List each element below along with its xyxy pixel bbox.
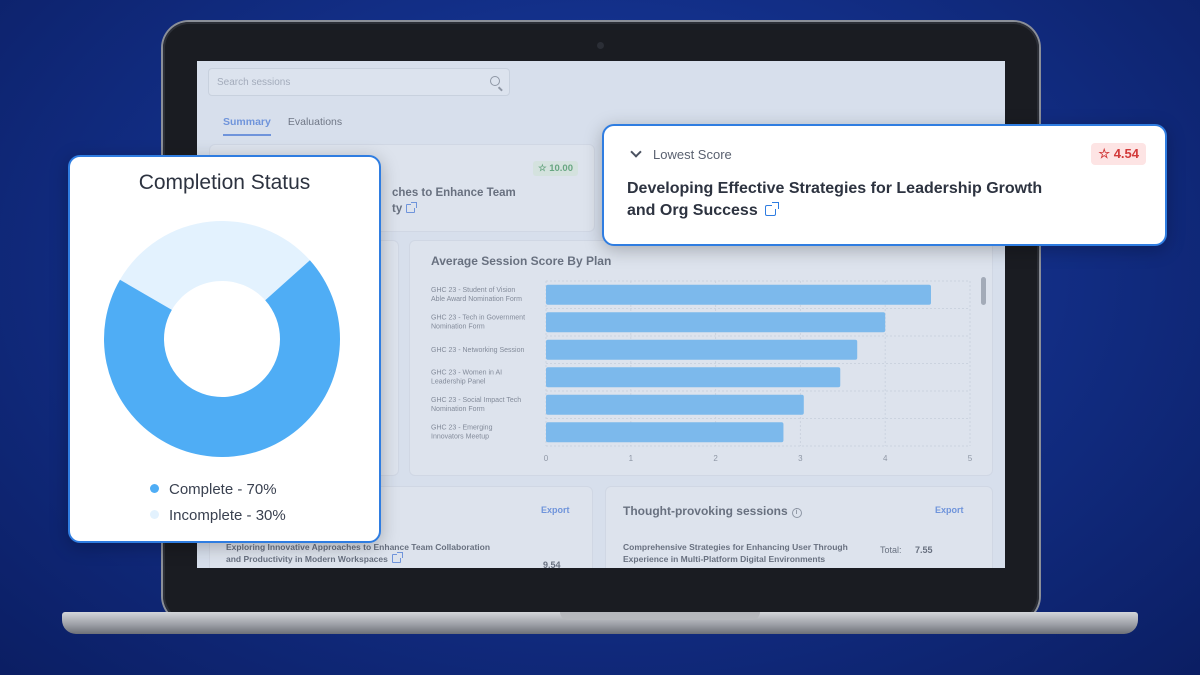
highest-session-title[interactable]: ches to Enhance Team ty	[392, 185, 516, 217]
bar	[546, 312, 886, 333]
external-link-icon[interactable]	[764, 202, 779, 216]
legend-incomplete-label: Incomplete - 30%	[169, 507, 286, 524]
lowest-score-label: Lowest Score	[653, 147, 732, 162]
session-row-right[interactable]: Comprehensive Strategies for Enhancing U…	[623, 541, 848, 565]
completion-title: Completion Status	[138, 171, 311, 194]
bar	[546, 394, 804, 415]
category-label: GHC 23 - Tech in Government Nomination Fo…	[431, 314, 525, 330]
export-button-left[interactable]: Export	[541, 505, 570, 515]
session-row-left[interactable]: Exploring Innovative Approaches to Enhan…	[226, 541, 490, 565]
legend-incomplete: Incomplete - 30%	[150, 503, 286, 529]
laptop-notch	[560, 612, 760, 620]
external-link-icon[interactable]	[406, 202, 418, 213]
export-button-right[interactable]: Export	[935, 505, 964, 515]
total-value: 7.55	[915, 545, 933, 555]
lowest-score-card: Lowest Score ☆ 4.54 Developing Effective…	[602, 124, 1167, 246]
tab-bar: Summary Evaluations	[223, 116, 342, 136]
x-tick-label: 1	[629, 454, 634, 463]
lowest-title-line2: and Org Success	[627, 202, 758, 219]
total-label: Total:	[880, 545, 902, 555]
info-icon[interactable]: i	[791, 508, 802, 518]
session-row-right-line2: Experience in Multi-Platform Digital Env…	[623, 554, 826, 564]
thought-provoking-title: Thought-provoking sessions i	[623, 504, 802, 518]
bar	[546, 367, 841, 388]
thought-provoking-card: Thought-provoking sessions i Export Compr…	[605, 486, 993, 568]
search-placeholder: Search sessions	[217, 77, 291, 88]
search-input[interactable]: Search sessions	[208, 68, 510, 96]
search-icon[interactable]	[490, 76, 500, 86]
lowest-title-line1: Developing Effective Strategies for Lead…	[627, 180, 1043, 197]
x-tick-label: 2	[713, 454, 718, 463]
highest-title-line1: ches to Enhance Team	[392, 187, 516, 199]
completion-status-card: Completion Status Complete - 70% Incompl…	[68, 155, 381, 543]
external-link-icon[interactable]	[391, 552, 403, 563]
category-label: GHC 23 - Women in AI Leadership Panel	[431, 369, 502, 385]
highest-score-value: 10.00	[549, 163, 573, 174]
chart-title: Average Session Score By Plan	[431, 254, 612, 268]
tab-summary[interactable]: Summary	[223, 116, 271, 136]
bar-chart: 0 1 2 3 4 5 GHC 23 - Student of Vision Able Awa…	[431, 280, 973, 463]
legend-complete: Complete - 70%	[150, 477, 286, 503]
category-label: GHC 23 - Emerging Innovators Meetup	[431, 424, 493, 440]
highest-title-line2: ty	[392, 203, 403, 215]
legend-incomplete-dot	[150, 510, 159, 519]
legend-complete-dot	[150, 484, 159, 493]
bar	[546, 284, 931, 305]
donut-slice-incomplete	[119, 221, 310, 310]
session-row-right-line1: Comprehensive Strategies for Enhancing U…	[623, 542, 848, 552]
category-label: GHC 23 - Social Impact Tech Nomination Fo…	[431, 397, 521, 413]
x-tick-label: 5	[968, 454, 973, 463]
donut-slice-complete	[104, 260, 340, 457]
session-row-left-score: 9.54	[543, 560, 561, 568]
category-label: GHC 23 - Networking Session	[431, 347, 524, 354]
chevron-down-icon[interactable]	[630, 146, 642, 158]
x-tick-label: 4	[883, 454, 888, 463]
legend-complete-label: Complete - 70%	[169, 481, 277, 498]
tab-evaluations[interactable]: Evaluations	[287, 116, 343, 128]
lowest-session-title[interactable]: Developing Effective Strategies for Lead…	[627, 178, 1097, 222]
bar	[546, 422, 784, 443]
laptop-base	[62, 612, 1138, 634]
camera-icon	[597, 42, 604, 49]
bar	[546, 339, 858, 360]
x-tick-label: 0	[544, 454, 549, 463]
lowest-score-value: 4.54	[1113, 146, 1139, 161]
session-row-left-line1: Exploring Innovative Approaches to Enhan…	[226, 542, 491, 552]
session-row-left-line2: and Productivity in Modern Workspaces	[226, 554, 388, 564]
completion-donut-chart	[104, 221, 340, 457]
scrollbar-thumb[interactable]	[981, 277, 986, 305]
highest-score-badge: ☆ 10.00	[533, 161, 578, 176]
thought-provoking-title-text: Thought-provoking sessions	[623, 504, 788, 518]
lowest-score-badge: ☆ 4.54	[1091, 143, 1146, 165]
completion-legend: Complete - 70% Incomplete - 30%	[150, 477, 286, 529]
category-label: GHC 23 - Student of Vision Able Award Nom…	[431, 287, 522, 303]
score-chart-card: Average Session Score By Plan 0 1 2 3 4 5 GHC …	[409, 240, 993, 476]
x-tick-label: 3	[798, 454, 803, 463]
